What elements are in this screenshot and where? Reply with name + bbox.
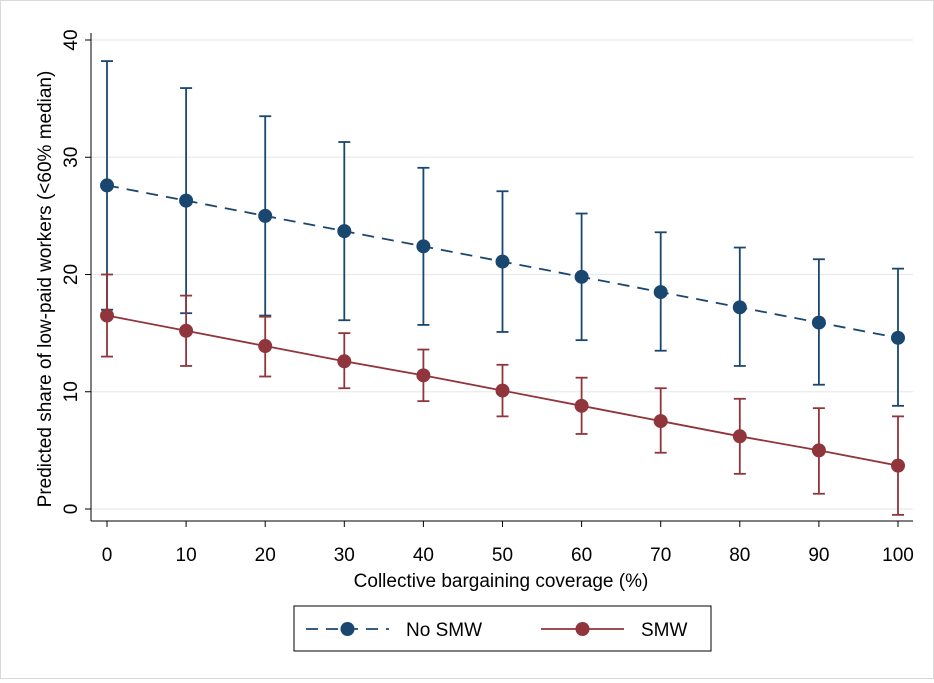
x-axis-label: Collective bargaining coverage (%)	[354, 571, 649, 592]
data-point	[337, 224, 352, 239]
legend-item-smw: SMW	[541, 620, 688, 641]
x-tick-label: 40	[413, 545, 434, 566]
y-tick-label: 0	[61, 504, 82, 515]
series	[100, 60, 905, 516]
data-point	[811, 443, 826, 458]
legend-marker	[340, 622, 355, 636]
data-point	[416, 368, 431, 383]
y-tick-label: 40	[61, 29, 82, 50]
data-point	[258, 208, 273, 223]
x-tick-label: 0	[102, 545, 113, 566]
legend-box	[293, 605, 712, 652]
data-point	[495, 254, 510, 269]
legend-label: No SMW	[406, 620, 482, 641]
data-point	[179, 323, 194, 338]
series-smw	[100, 273, 905, 516]
legend-item-no-smw: No SMW	[306, 620, 482, 641]
x-tick-label: 80	[729, 545, 750, 566]
x-tick-label: 60	[571, 545, 592, 566]
data-point	[179, 193, 194, 208]
data-point	[574, 269, 589, 284]
data-point	[891, 330, 905, 345]
data-point	[337, 354, 352, 369]
data-point	[258, 339, 273, 354]
data-point	[732, 429, 747, 444]
data-point	[653, 414, 668, 429]
legend-marker	[575, 622, 590, 636]
y-axis-label: Predicted share of low-paid workers (<60…	[35, 71, 56, 508]
data-point	[416, 239, 431, 254]
data-point	[891, 458, 905, 473]
x-tick-label: 70	[650, 545, 671, 566]
y-tick-label: 10	[61, 381, 82, 402]
legend: No SMW SMW	[293, 605, 712, 652]
x-tick-label: 90	[808, 545, 829, 566]
data-point	[100, 178, 114, 193]
x-tick-label: 100	[882, 545, 914, 566]
data-point	[100, 308, 114, 323]
x-tick-label: 10	[176, 545, 197, 566]
data-point	[495, 383, 510, 398]
axes: 0 10 20 30 40 0 10 20 30 40 50 60 70 80 90 100	[61, 29, 914, 566]
data-point	[732, 300, 747, 315]
legend-label: SMW	[641, 620, 688, 641]
series-no-smw	[100, 60, 905, 407]
y-tick-label: 30	[61, 147, 82, 168]
data-point	[653, 285, 668, 300]
y-tick-label: 20	[61, 264, 82, 285]
x-tick-label: 30	[334, 545, 355, 566]
data-point	[811, 315, 826, 330]
x-tick-label: 50	[492, 545, 513, 566]
x-tick-label: 20	[255, 545, 276, 566]
data-point	[574, 398, 589, 413]
